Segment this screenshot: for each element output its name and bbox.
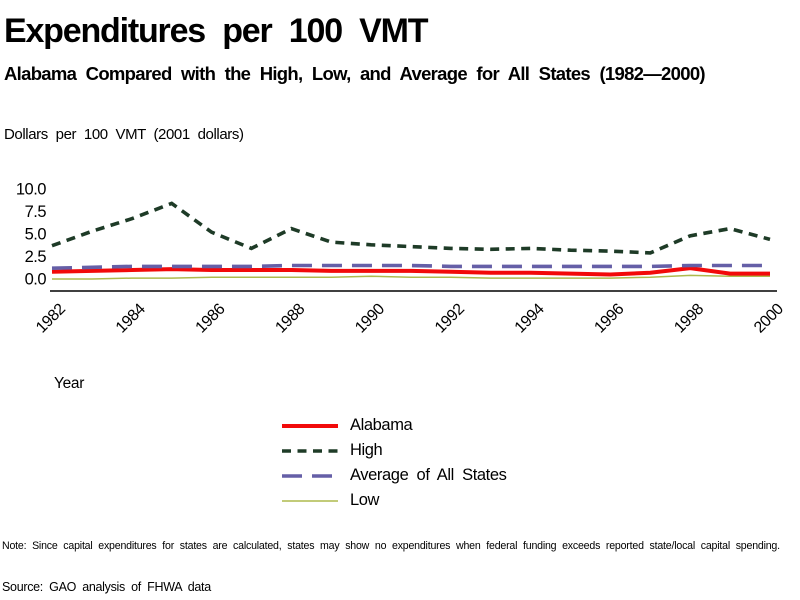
page-title: Expenditures per 100 VMT — [4, 12, 429, 50]
legend-label: Alabama — [350, 416, 413, 434]
note-text: Note: Since capital expenditures for sta… — [2, 540, 780, 552]
series-line-high — [51, 201, 771, 255]
x-tick-label: 1984 — [113, 300, 149, 336]
x-tick-label: 1982 — [33, 300, 69, 336]
legend-swatch-line — [282, 423, 338, 428]
legend-swatch-line — [282, 473, 338, 478]
legend-swatch-line — [282, 448, 338, 453]
x-tick-label: 1990 — [352, 300, 388, 336]
x-tick-label: 1986 — [193, 300, 229, 336]
x-tick-label: 1994 — [512, 300, 548, 336]
x-tick-label: 1988 — [272, 300, 308, 336]
x-tick-label: 1998 — [671, 300, 707, 336]
source-text: Source: GAO analysis of FHWA data — [2, 580, 211, 594]
series-line-average-of-all-states — [51, 263, 770, 270]
y-tick-label: 5.0 — [25, 226, 47, 244]
x-axis-title: Year — [54, 375, 85, 392]
series-line-alabama — [51, 266, 770, 277]
legend-swatch-line — [282, 499, 338, 502]
legend-item-low: Low — [282, 488, 506, 513]
legend-item-average-of-all-states: Average of All States — [282, 463, 507, 488]
legend-label: Low — [350, 491, 380, 509]
legend: Alabama High Average of All States Low — [282, 413, 507, 513]
y-tick-label: 7.5 — [25, 203, 47, 221]
page-subtitle: Alabama Compared with the High, Low, and… — [4, 63, 706, 84]
legend-item-high: High — [282, 438, 506, 463]
legend-label: Average of All States — [350, 466, 507, 484]
legend-label: High — [350, 441, 383, 459]
x-tick-label: 1992 — [432, 300, 468, 336]
legend-item-alabama: Alabama — [282, 413, 506, 438]
x-tick-label: 1996 — [591, 300, 627, 336]
y-tick-label: 10.0 — [16, 181, 46, 199]
x-tick-label: 2000 — [751, 300, 787, 336]
y-axis-title: Dollars per 100 VMT (2001 dollars) — [4, 126, 244, 143]
series-line-low — [52, 274, 770, 280]
y-tick-label: 0.0 — [25, 271, 47, 289]
y-tick-label: 2.5 — [25, 248, 47, 266]
